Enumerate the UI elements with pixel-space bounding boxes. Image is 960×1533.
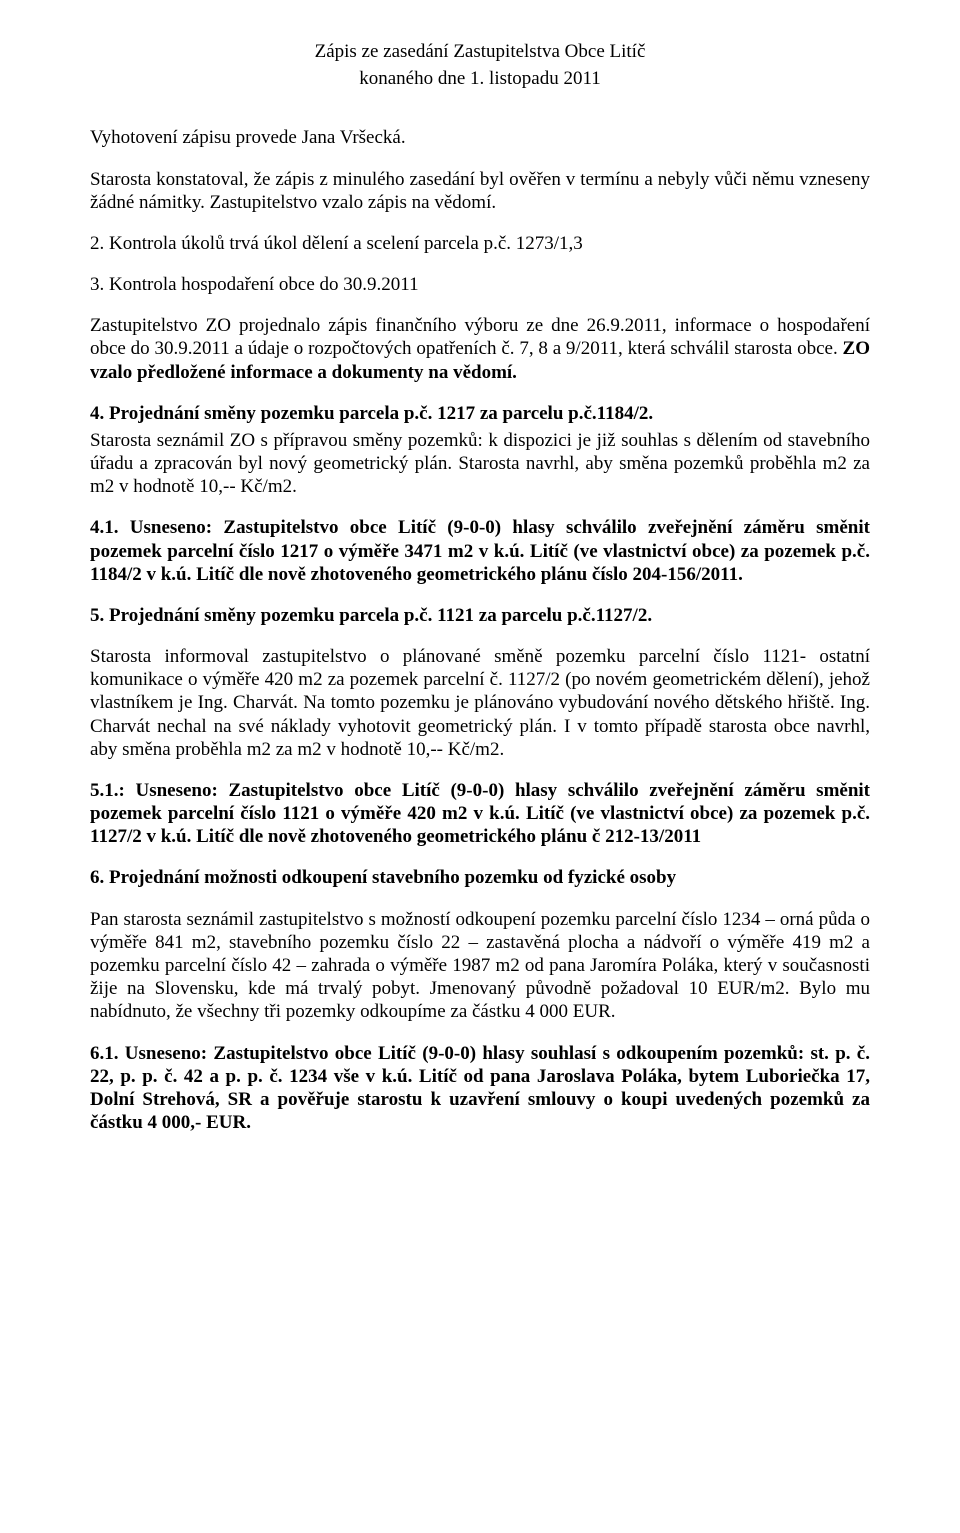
document-page: Zápis ze zasedání Zastupitelstva Obce Li… xyxy=(0,0,960,1533)
header-line-2: konaného dne 1. listopadu 2011 xyxy=(90,67,870,90)
intro-author: Vyhotovení zápisu provede Jana Vršecká. xyxy=(90,126,870,149)
section-5-body: Starosta informoval zastupitelstvo o plá… xyxy=(90,645,870,761)
section-2-heading: 2. Kontrola úkolů trvá úkol dělení a sce… xyxy=(90,232,870,255)
section-4-resolution: 4.1. Usneseno: Zastupitelstvo obce Litíč… xyxy=(90,516,870,586)
section-6-resolution: 6.1. Usneseno: Zastupitelstvo obce Litíč… xyxy=(90,1042,870,1135)
section-6-heading: 6. Projednání možnosti odkoupení stavebn… xyxy=(90,866,870,889)
section-4-heading: 4. Projednání směny pozemku parcela p.č.… xyxy=(90,402,870,425)
section-3-body-plain: Zastupitelstvo ZO projednalo zápis finan… xyxy=(90,315,870,359)
section-4-body: Starosta seznámil ZO s přípravou směny p… xyxy=(90,429,870,499)
section-5-heading: 5. Projednání směny pozemku parcela p.č.… xyxy=(90,604,870,627)
intro-previous-minutes: Starosta konstatoval, že zápis z minuléh… xyxy=(90,168,870,214)
section-3-heading: 3. Kontrola hospodaření obce do 30.9.201… xyxy=(90,273,870,296)
section-6-body: Pan starosta seznámil zastupitelstvo s m… xyxy=(90,908,870,1024)
section-5-resolution: 5.1.: Usneseno: Zastupitelstvo obce Lití… xyxy=(90,779,870,849)
header-line-1: Zápis ze zasedání Zastupitelstva Obce Li… xyxy=(90,40,870,63)
section-3-body: Zastupitelstvo ZO projednalo zápis finan… xyxy=(90,314,870,384)
spacer xyxy=(90,108,870,126)
